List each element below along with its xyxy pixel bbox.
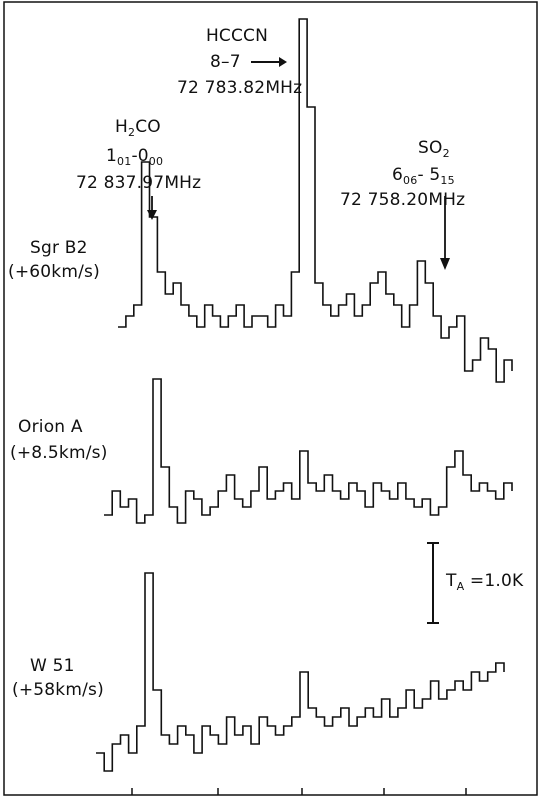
h2co-species-tail: CO bbox=[135, 117, 161, 137]
series-label-sgr-b2: Sgr B2 bbox=[30, 238, 88, 258]
so2-frequency-label: 72 758.20MHz bbox=[340, 190, 466, 210]
h2co-species-label: H2CO bbox=[115, 117, 161, 139]
so2-t1: 6 bbox=[392, 165, 404, 185]
x-axis-ticks bbox=[131, 788, 467, 795]
so2-t1-sub2: 15 bbox=[440, 174, 455, 187]
so2-t1-sep: - 5 bbox=[417, 165, 441, 185]
h2co-species-sub: 2 bbox=[127, 126, 136, 139]
h2co-t1-sub2: 00 bbox=[148, 155, 164, 168]
series-velocity-w51: (+58km/s) bbox=[12, 680, 104, 700]
so2-species-label: SO2 bbox=[418, 138, 450, 160]
so2-species-sub: 2 bbox=[442, 147, 450, 160]
h2co-t1: 1 bbox=[106, 146, 118, 166]
h2co-arrow-head bbox=[147, 210, 157, 220]
series-label-orion-a: Orion A bbox=[18, 417, 83, 437]
so2-species-main: SO bbox=[418, 138, 443, 158]
h2co-transition-label: 101-000 bbox=[106, 146, 163, 168]
right-arrow-icon bbox=[250, 57, 287, 67]
series-line-orion-a bbox=[104, 378, 513, 524]
series-line-sgr-b2 bbox=[118, 18, 513, 383]
series-line-w51 bbox=[96, 572, 505, 772]
hcccn-frequency-label: 72 783.82MHz bbox=[177, 78, 303, 98]
scale-bar-label: TA =1.0K bbox=[446, 571, 523, 593]
scale-label-main: T bbox=[446, 571, 457, 591]
so2-arrow-head bbox=[440, 258, 450, 270]
plot-frame bbox=[3, 1, 538, 796]
scale-label-tail: =1.0K bbox=[464, 571, 524, 591]
series-label-w51: W 51 bbox=[30, 656, 75, 676]
series-velocity-sgr-b2: (+60km/s) bbox=[8, 262, 100, 282]
scale-label-sub: A bbox=[456, 580, 465, 593]
hcccn-species-label: HCCCN bbox=[205, 26, 269, 46]
so2-t1-sub: 06 bbox=[403, 174, 418, 187]
line-arrows bbox=[147, 196, 450, 270]
h2co-species-main: H bbox=[115, 117, 128, 137]
h2co-t1-sep: -0 bbox=[131, 146, 149, 166]
h2co-t1-sub: 01 bbox=[117, 155, 132, 168]
spectra-traces bbox=[96, 18, 513, 772]
hcccn-transition: 8–7 bbox=[210, 52, 241, 72]
h2co-frequency-label: 72 837.97MHz bbox=[76, 173, 202, 193]
scale-bar bbox=[427, 542, 439, 624]
series-velocity-orion-a: (+8.5km/s) bbox=[10, 443, 108, 463]
so2-transition-label: 606- 515 bbox=[392, 165, 455, 187]
hcccn-transition-label: 8–7 bbox=[210, 52, 287, 72]
